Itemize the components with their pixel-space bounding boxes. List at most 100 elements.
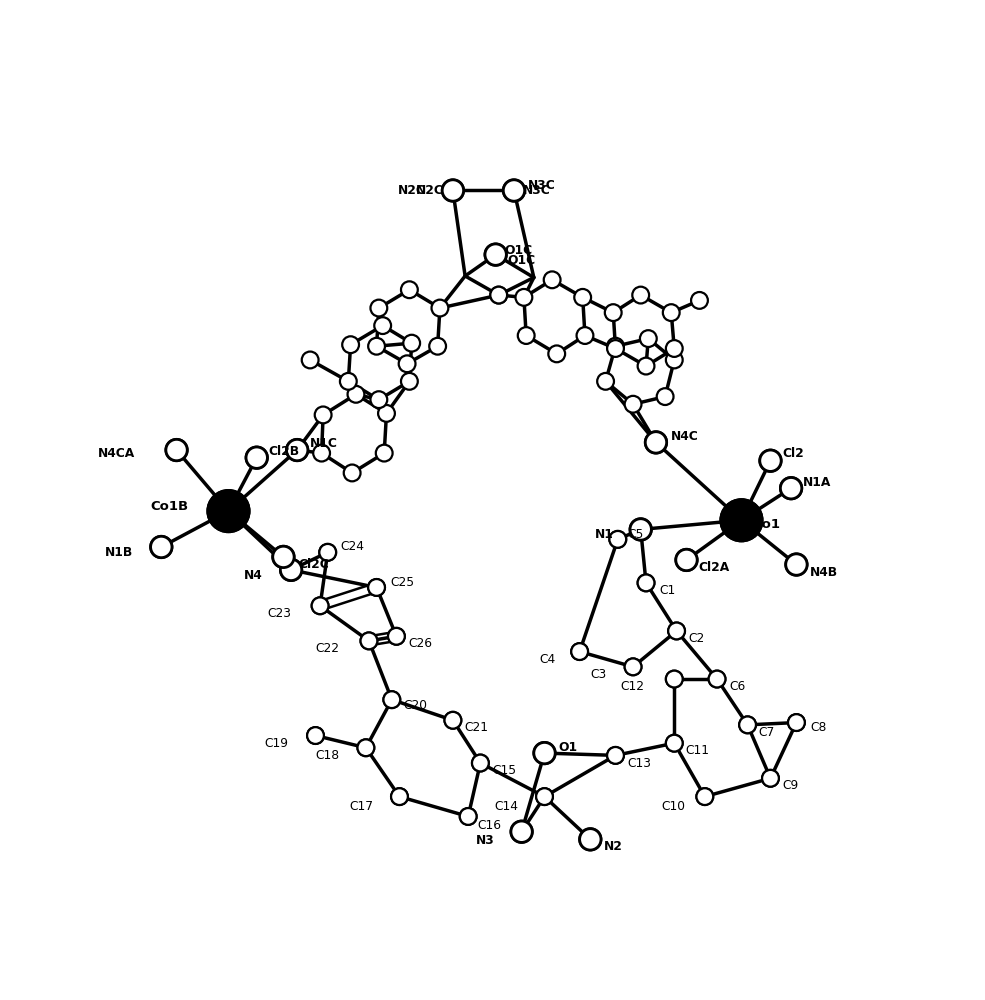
Text: C2: C2 (689, 632, 704, 645)
Circle shape (637, 574, 654, 591)
Circle shape (666, 735, 683, 752)
Circle shape (368, 338, 385, 355)
Text: C9: C9 (783, 779, 799, 792)
Circle shape (571, 643, 588, 660)
Circle shape (401, 373, 418, 390)
Text: O1C: O1C (508, 254, 536, 267)
Circle shape (544, 271, 560, 288)
Circle shape (605, 304, 622, 321)
Text: N3: N3 (476, 834, 494, 847)
Circle shape (246, 447, 267, 468)
Text: Co1B: Co1B (151, 500, 189, 513)
Circle shape (632, 287, 649, 303)
Circle shape (342, 336, 359, 353)
Circle shape (485, 244, 506, 265)
Text: C6: C6 (729, 680, 746, 693)
Circle shape (511, 821, 532, 842)
Circle shape (399, 355, 416, 372)
Circle shape (630, 519, 651, 540)
Text: N2: N2 (604, 840, 623, 853)
Circle shape (511, 821, 532, 842)
Circle shape (666, 340, 683, 357)
Circle shape (624, 658, 641, 675)
Circle shape (344, 465, 361, 481)
Circle shape (624, 396, 641, 413)
Circle shape (403, 335, 420, 352)
Text: C17: C17 (350, 800, 373, 813)
Circle shape (645, 432, 667, 453)
Circle shape (388, 628, 405, 645)
Text: N2C: N2C (416, 184, 443, 197)
Circle shape (536, 788, 553, 805)
Circle shape (472, 755, 489, 771)
Circle shape (319, 544, 336, 561)
Circle shape (549, 345, 565, 362)
Text: N4C: N4C (671, 430, 698, 443)
Text: C12: C12 (621, 680, 644, 693)
Circle shape (786, 554, 807, 575)
Circle shape (579, 829, 601, 850)
Text: C13: C13 (627, 757, 651, 770)
Text: N3C: N3C (528, 179, 556, 192)
Circle shape (759, 450, 781, 471)
Circle shape (503, 180, 525, 201)
Circle shape (786, 554, 807, 575)
Text: N1A: N1A (803, 476, 831, 489)
Circle shape (666, 352, 683, 368)
Circle shape (534, 742, 556, 764)
Circle shape (597, 373, 614, 390)
Text: C26: C26 (409, 637, 432, 650)
Circle shape (610, 531, 626, 548)
Circle shape (273, 546, 295, 568)
Circle shape (273, 546, 295, 568)
Circle shape (762, 770, 779, 787)
Circle shape (340, 373, 357, 390)
Circle shape (391, 788, 408, 805)
Circle shape (640, 330, 657, 347)
Circle shape (503, 180, 525, 201)
Text: N4: N4 (244, 569, 263, 582)
Circle shape (391, 788, 408, 805)
Circle shape (788, 714, 805, 731)
Circle shape (374, 317, 391, 334)
Circle shape (431, 300, 448, 316)
Circle shape (348, 386, 364, 403)
Circle shape (720, 499, 762, 542)
Circle shape (361, 632, 377, 649)
Circle shape (637, 358, 654, 374)
Circle shape (637, 574, 654, 591)
Circle shape (358, 739, 374, 756)
Circle shape (691, 292, 708, 309)
Circle shape (315, 407, 332, 423)
Circle shape (515, 289, 532, 306)
Circle shape (370, 300, 387, 316)
Text: Cl2: Cl2 (783, 447, 805, 460)
Text: N2C: N2C (398, 184, 426, 197)
Circle shape (388, 628, 405, 645)
Circle shape (720, 499, 762, 542)
Circle shape (165, 439, 187, 461)
Text: N4B: N4B (810, 566, 838, 579)
Circle shape (657, 388, 674, 405)
Text: N1C: N1C (309, 437, 337, 450)
Circle shape (708, 671, 725, 687)
Circle shape (624, 658, 641, 675)
Circle shape (571, 643, 588, 660)
Text: Cl2C: Cl2C (298, 558, 329, 571)
Circle shape (607, 340, 624, 357)
Circle shape (207, 490, 250, 532)
Circle shape (668, 623, 685, 639)
Text: C21: C21 (464, 721, 489, 734)
Text: Cl2B: Cl2B (268, 445, 299, 458)
Circle shape (708, 671, 725, 687)
Text: C3: C3 (590, 668, 607, 681)
Circle shape (780, 478, 802, 499)
Text: C22: C22 (315, 642, 339, 655)
Circle shape (536, 788, 553, 805)
Circle shape (485, 244, 506, 265)
Circle shape (358, 739, 374, 756)
Circle shape (281, 559, 301, 581)
Circle shape (780, 478, 802, 499)
Circle shape (287, 439, 308, 461)
Circle shape (676, 549, 697, 571)
